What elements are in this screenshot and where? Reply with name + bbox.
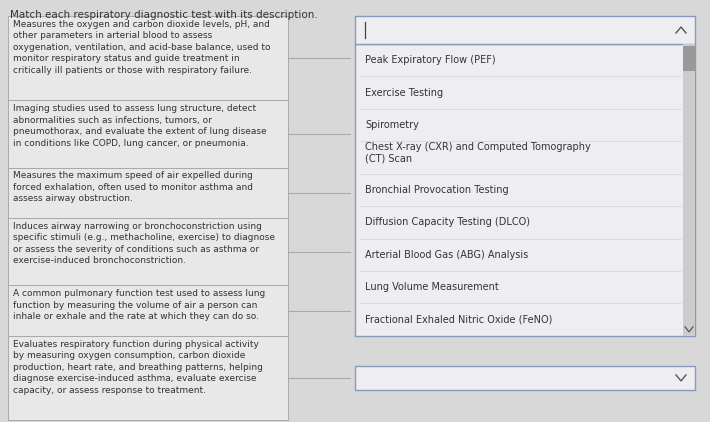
- Text: Arterial Blood Gas (ABG) Analysis: Arterial Blood Gas (ABG) Analysis: [365, 250, 528, 260]
- Text: Chest X-ray (CXR) and Computed Tomography
(CT) Scan: Chest X-ray (CXR) and Computed Tomograph…: [365, 142, 591, 163]
- FancyBboxPatch shape: [683, 46, 695, 71]
- Text: Measures the maximum speed of air expelled during
forced exhalation, often used : Measures the maximum speed of air expell…: [13, 171, 253, 203]
- Text: Evaluates respiratory function during physical activity
by measuring oxygen cons: Evaluates respiratory function during ph…: [13, 340, 263, 395]
- Text: A common pulmonary function test used to assess lung
function by measuring the v: A common pulmonary function test used to…: [13, 289, 266, 321]
- FancyBboxPatch shape: [8, 16, 288, 100]
- FancyBboxPatch shape: [355, 44, 695, 336]
- FancyBboxPatch shape: [355, 366, 695, 390]
- Text: Spirometry: Spirometry: [365, 120, 419, 130]
- FancyBboxPatch shape: [8, 336, 288, 420]
- Text: Fractional Exhaled Nitric Oxide (FeNO): Fractional Exhaled Nitric Oxide (FeNO): [365, 315, 552, 325]
- FancyBboxPatch shape: [8, 168, 288, 218]
- FancyBboxPatch shape: [8, 100, 288, 168]
- FancyBboxPatch shape: [683, 44, 695, 336]
- Text: Induces airway narrowing or bronchoconstriction using
specific stimuli (e.g., me: Induces airway narrowing or bronchoconst…: [13, 222, 275, 265]
- Text: Imaging studies used to assess lung structure, detect
abnormalities such as infe: Imaging studies used to assess lung stru…: [13, 104, 267, 148]
- Text: Exercise Testing: Exercise Testing: [365, 88, 443, 97]
- Text: Match each respiratory diagnostic test with its description.: Match each respiratory diagnostic test w…: [10, 10, 318, 20]
- Text: Measures the oxygen and carbon dioxide levels, pH, and
other parameters in arter: Measures the oxygen and carbon dioxide l…: [13, 20, 271, 75]
- FancyBboxPatch shape: [8, 285, 288, 336]
- Text: Peak Expiratory Flow (PEF): Peak Expiratory Flow (PEF): [365, 55, 496, 65]
- FancyBboxPatch shape: [355, 16, 695, 44]
- FancyBboxPatch shape: [8, 218, 288, 285]
- Text: Diffusion Capacity Testing (DLCO): Diffusion Capacity Testing (DLCO): [365, 217, 530, 227]
- Text: Bronchial Provocation Testing: Bronchial Provocation Testing: [365, 185, 508, 195]
- Text: Lung Volume Measurement: Lung Volume Measurement: [365, 282, 498, 292]
